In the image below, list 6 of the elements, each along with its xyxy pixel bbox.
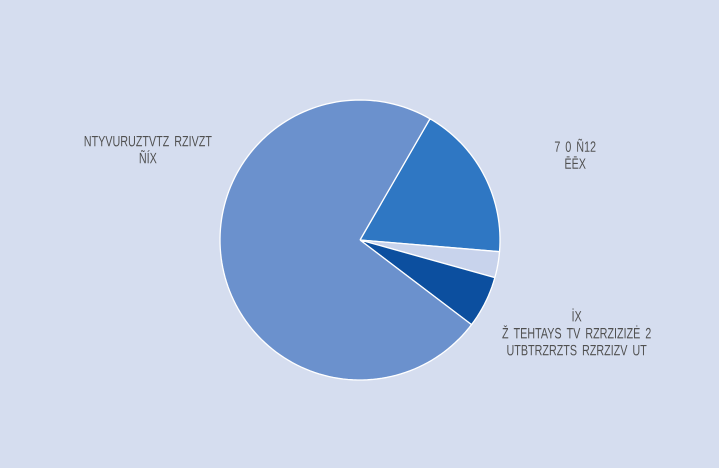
slice-label: Ž TEHTAYS TV RZRZIZIZĖ 2 UTBTRZRZTS RZRZIZV UT bbox=[502, 325, 651, 356]
slice-label: 7 0 Ñ12 bbox=[554, 138, 596, 152]
data-label: ÑÍX bbox=[140, 150, 157, 164]
data-label: ĒĒX bbox=[565, 156, 586, 169]
slice-label: NTYVURUZTVTZ RZIVZT bbox=[84, 136, 212, 146]
data-label: İX bbox=[572, 308, 582, 322]
